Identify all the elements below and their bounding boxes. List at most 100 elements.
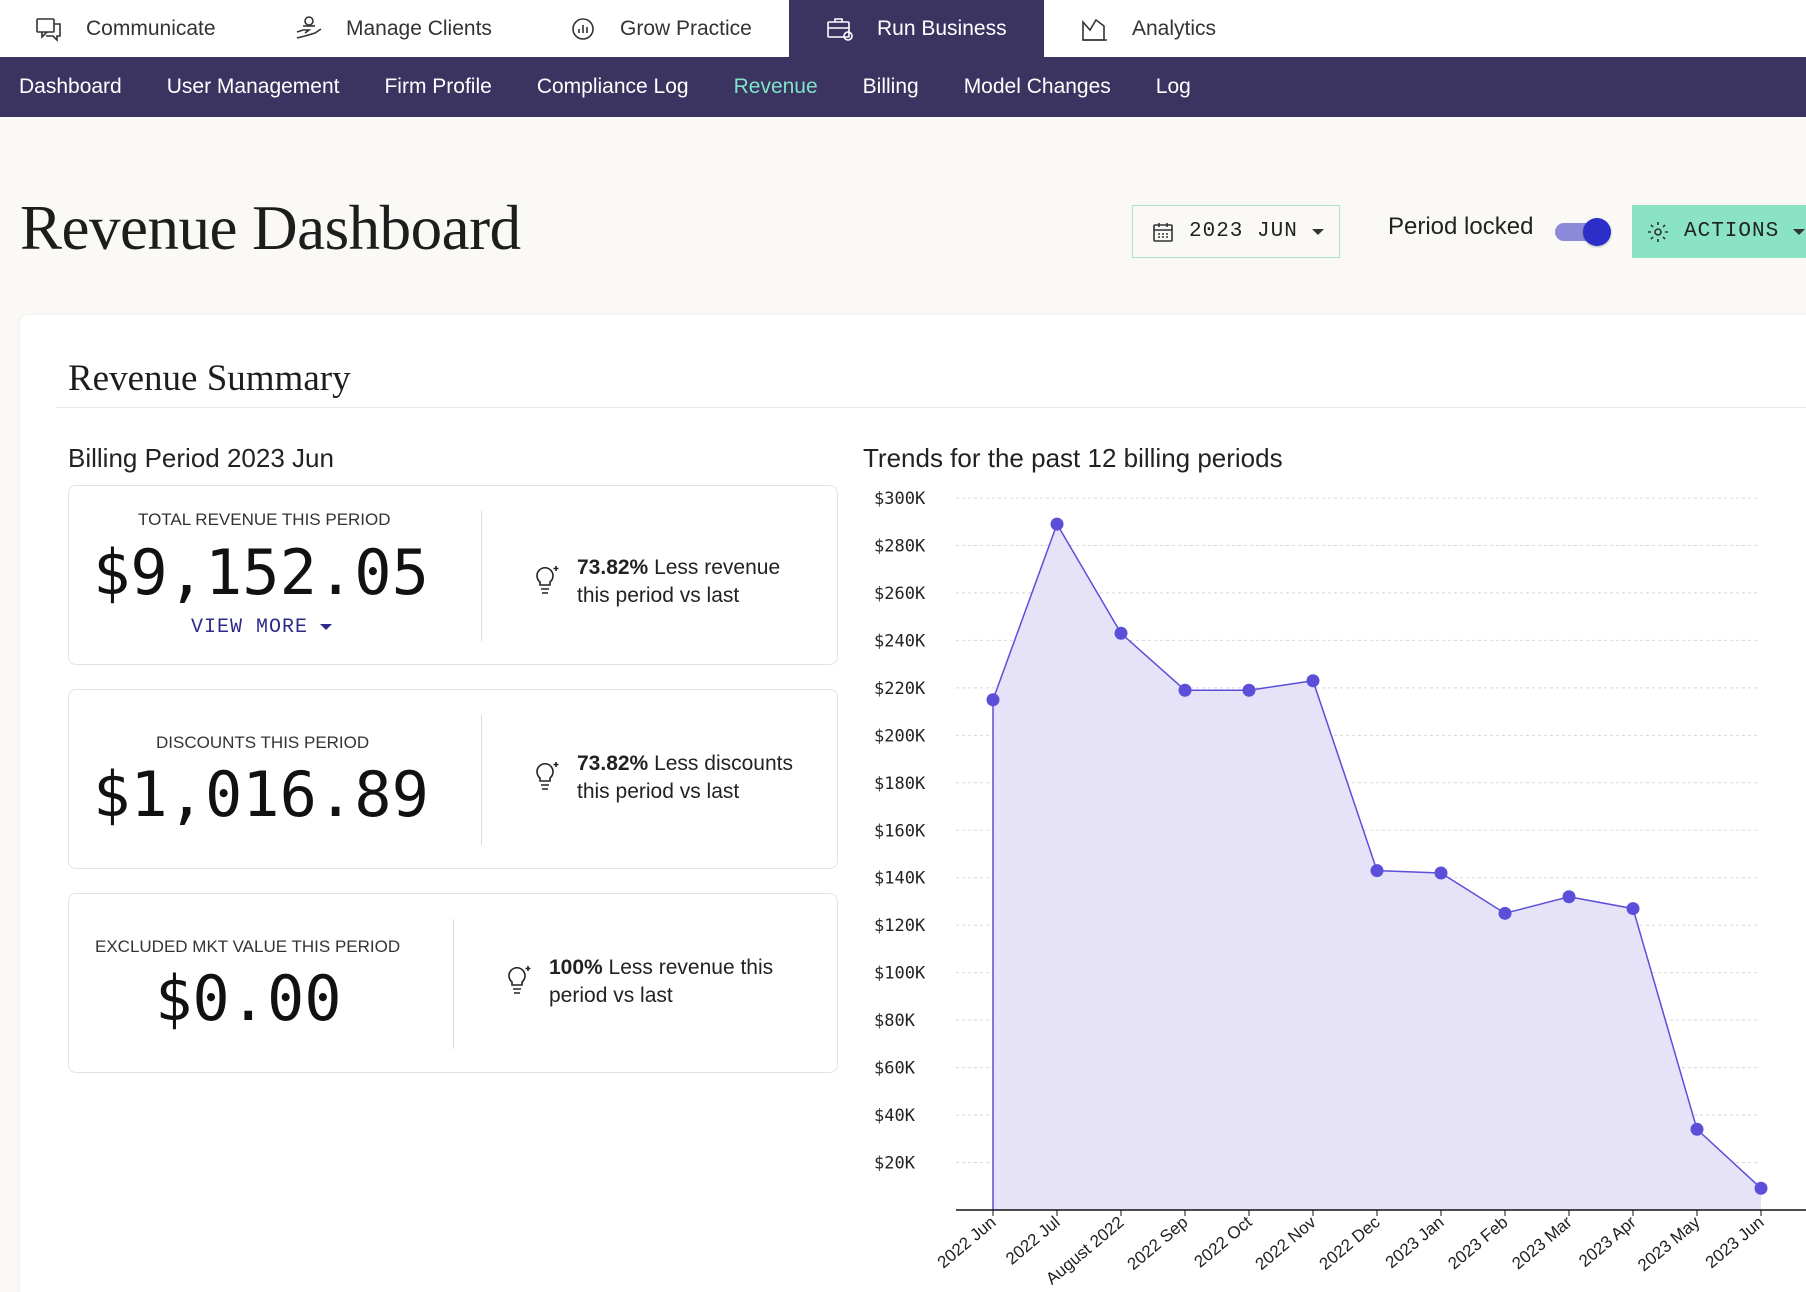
stat-insight-text-a: Less revenue	[648, 556, 781, 579]
subnav-billing[interactable]: Billing	[862, 75, 919, 98]
chat-icon	[36, 17, 61, 42]
y-tick-label: $200K	[874, 726, 926, 746]
y-tick-label: $40K	[874, 1106, 916, 1126]
topnav-analytics[interactable]: Analytics	[1044, 0, 1284, 57]
x-tick-label: 2022 Sep	[1124, 1213, 1192, 1274]
chart-area-icon	[1082, 18, 1107, 41]
period-selector[interactable]: 2023 JUN	[1132, 205, 1340, 258]
stat-insight-text-a: Less revenue this	[602, 956, 774, 979]
briefcase-gear-icon	[827, 17, 853, 41]
data-point	[1114, 626, 1128, 640]
period-locked-toggle[interactable]	[1553, 216, 1613, 248]
y-tick-label: $260K	[874, 584, 926, 604]
lightbulb-icon	[508, 966, 531, 994]
lightbulb-icon	[536, 762, 559, 790]
topnav-run-business[interactable]: Run Business	[789, 0, 1044, 57]
y-tick-label: $300K	[874, 489, 926, 509]
y-tick-label: $100K	[874, 964, 926, 984]
stat-label: DISCOUNTS THIS PERIOD	[156, 733, 370, 752]
data-point	[1242, 683, 1256, 697]
period-selector-value: 2023 JUN	[1189, 220, 1298, 243]
y-tick-label: $280K	[874, 536, 926, 556]
stat-value: $1,016.89	[93, 758, 429, 831]
x-tick-label: 2022 Nov	[1252, 1212, 1320, 1274]
stat-insight-text-b: period vs last	[549, 984, 673, 1007]
topnav-grow-practice[interactable]: Grow Practice	[546, 0, 789, 57]
sub-nav: Dashboard User Management Firm Profile C…	[0, 57, 1806, 117]
data-point	[1178, 683, 1192, 697]
page-title: Revenue Dashboard	[20, 193, 521, 263]
subnav-compliance-log[interactable]: Compliance Log	[536, 75, 689, 98]
toggle-knob	[1583, 218, 1611, 246]
stat-value: $0.00	[155, 962, 342, 1035]
billing-period-heading: Billing Period 2023 Jun	[68, 443, 334, 473]
y-tick-label: $180K	[874, 774, 926, 794]
y-tick-label: $140K	[874, 869, 926, 889]
x-tick-label: 2022 Jul	[1002, 1213, 1063, 1269]
chevron-down-icon	[1793, 228, 1806, 235]
stat-label: TOTAL REVENUE THIS PERIOD	[138, 510, 391, 529]
stat-value: $9,152.05	[93, 536, 429, 609]
actions-label: ACTIONS	[1684, 220, 1780, 243]
subnav-dashboard[interactable]: Dashboard	[19, 75, 122, 98]
data-point	[1754, 1181, 1768, 1195]
stat-insight: 73.82% Less revenue this period vs last	[531, 554, 780, 610]
data-point	[1562, 890, 1576, 904]
subnav-log[interactable]: Log	[1155, 75, 1191, 98]
stat-divider	[481, 715, 482, 845]
stat-insight-text-b: this period vs last	[577, 780, 740, 803]
stat-insight: 73.82% Less discounts this period vs last	[531, 750, 793, 806]
calendar-icon	[1153, 222, 1173, 242]
x-tick-label: 2023 Feb	[1444, 1213, 1511, 1274]
stat-insight: 100% Less revenue this period vs last	[503, 954, 773, 1010]
data-point	[1626, 902, 1640, 916]
y-tick-label: $60K	[874, 1059, 916, 1079]
top-nav: Communicate Manage Clients Grow Practice…	[0, 0, 1806, 57]
data-point	[986, 693, 1000, 707]
subnav-user-management[interactable]: User Management	[166, 75, 340, 98]
stat-insight-pct: 73.82%	[577, 752, 649, 775]
x-tick-label: 2023 Apr	[1575, 1212, 1640, 1271]
stat-divider	[481, 511, 482, 641]
y-tick-label: $120K	[874, 916, 926, 936]
y-tick-label: $240K	[874, 631, 926, 651]
stat-divider	[453, 919, 454, 1049]
topnav-manage-clients[interactable]: Manage Clients	[270, 0, 546, 57]
x-tick-label: 2023 May	[1634, 1212, 1704, 1275]
y-tick-label: $80K	[874, 1011, 916, 1031]
topnav-communicate[interactable]: Communicate	[0, 0, 270, 57]
stat-insight-pct: 73.82%	[577, 556, 649, 579]
chevron-down-icon	[1311, 228, 1324, 235]
subnav-revenue[interactable]: Revenue	[733, 75, 818, 98]
chevron-down-icon	[320, 623, 333, 630]
lightbulb-icon	[536, 566, 559, 594]
x-tick-label: 2023 Mar	[1508, 1212, 1575, 1273]
divider	[56, 407, 1806, 408]
subnav-model-changes[interactable]: Model Changes	[963, 75, 1111, 98]
data-point	[1498, 906, 1512, 920]
revenue-trend-chart: $20K $40K $60K $80K $100K $120K $140K $160K $180…	[874, 489, 1806, 1288]
data-point	[1370, 864, 1384, 878]
x-tick-label: 2022 Jun	[934, 1213, 1000, 1273]
data-point	[1690, 1122, 1704, 1136]
y-tick-label: $220K	[874, 679, 926, 699]
stat-excluded-mkt-value: EXCLUDED MKT VALUE THIS PERIOD $0.00 100…	[68, 893, 838, 1073]
stat-insight-text-a: Less discounts	[648, 752, 793, 775]
hand-coins-icon	[296, 15, 322, 39]
summary-title: Revenue Summary	[68, 358, 351, 399]
view-more-button[interactable]: VIEW MORE	[191, 616, 333, 639]
actions-button[interactable]: ACTIONS	[1632, 205, 1806, 258]
growth-icon	[572, 17, 594, 40]
x-tick-label: 2023 Jun	[1702, 1213, 1768, 1273]
period-locked-label: Period locked	[1388, 213, 1534, 240]
y-tick-label: $20K	[874, 1154, 916, 1174]
stat-insight-pct: 100%	[549, 956, 603, 979]
stat-label: EXCLUDED MKT VALUE THIS PERIOD	[95, 937, 401, 956]
stat-discounts: DISCOUNTS THIS PERIOD $1,016.89 73.82% L…	[68, 689, 838, 869]
subnav-firm-profile[interactable]: Firm Profile	[384, 75, 492, 98]
gear-icon	[1648, 221, 1668, 242]
stat-total-revenue: TOTAL REVENUE THIS PERIOD $9,152.05 VIEW…	[68, 485, 838, 665]
data-point	[1434, 866, 1448, 880]
trends-title: Trends for the past 12 billing periods	[863, 443, 1283, 473]
x-tick-label: 2023 Jan	[1382, 1213, 1448, 1273]
